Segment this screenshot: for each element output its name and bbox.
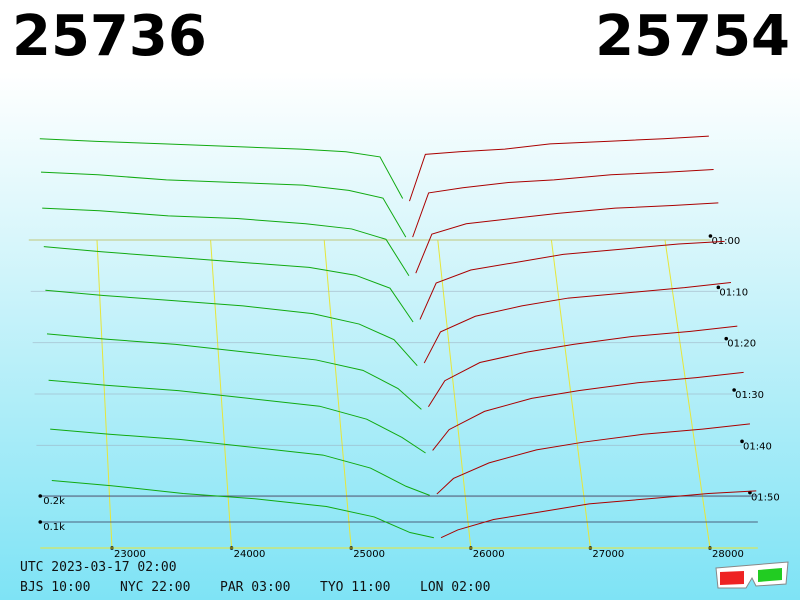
tick-mark (732, 388, 736, 392)
bid-depth-line (43, 246, 414, 323)
3d-glasses-icon[interactable] (712, 558, 792, 598)
city-time: NYC 22:00 (120, 580, 191, 595)
ask-depth-line (419, 240, 725, 320)
tick-mark (740, 439, 744, 444)
ask-depth-line (409, 135, 709, 202)
tick-mark (38, 520, 43, 524)
bid-depth-line (39, 138, 404, 199)
tick-mark (38, 494, 43, 498)
time-tick-label: 01:20 (727, 339, 756, 350)
bid-depth-line (42, 207, 410, 276)
ask-depth-line (440, 490, 757, 539)
ask-depth-line (432, 371, 744, 451)
bid-depth-line (40, 171, 407, 238)
z-tick-label: 0.2k (43, 496, 65, 507)
x-tick-label: 26000 (473, 549, 505, 560)
bid-price: 25736 (12, 4, 207, 69)
bid-depth-line (50, 428, 430, 496)
tick-mark (724, 336, 729, 341)
time-tick-label: 01:10 (719, 287, 748, 298)
z-tick-label: 0.1k (43, 522, 65, 533)
ask-depth-line (415, 202, 719, 274)
x-tick-label: 24000 (234, 549, 266, 560)
bid-depth-line (48, 379, 426, 454)
utc-time: UTC 2023-03-17 02:00 (20, 560, 177, 575)
ask-depth-line (436, 423, 750, 495)
city-time: PAR 03:00 (220, 580, 291, 595)
city-time: BJS 10:00 (20, 580, 91, 595)
ask-depth-line (423, 281, 732, 364)
time-tick-label: 01:00 (711, 236, 740, 247)
x-tick-label: 28000 (712, 549, 744, 560)
ask-depth-line (412, 169, 714, 238)
ask-price: 25754 (595, 4, 790, 69)
city-time: LON 02:00 (420, 580, 491, 595)
tick-mark (716, 285, 721, 290)
x-tick-label: 25000 (353, 549, 385, 560)
bid-depth-line (45, 289, 418, 366)
bid-depth-line (46, 333, 422, 410)
x-tick-label: 27000 (592, 549, 624, 560)
tick-mark (708, 234, 713, 238)
time-tick-label: 01:30 (735, 390, 764, 401)
city-time: TYO 11:00 (320, 580, 391, 595)
x-tick-label: 23000 (114, 549, 146, 560)
time-tick-label: 01:40 (743, 441, 772, 452)
ask-depth-line (427, 325, 738, 407)
bid-depth-line (51, 480, 434, 539)
time-tick-label: 01:50 (751, 493, 780, 504)
